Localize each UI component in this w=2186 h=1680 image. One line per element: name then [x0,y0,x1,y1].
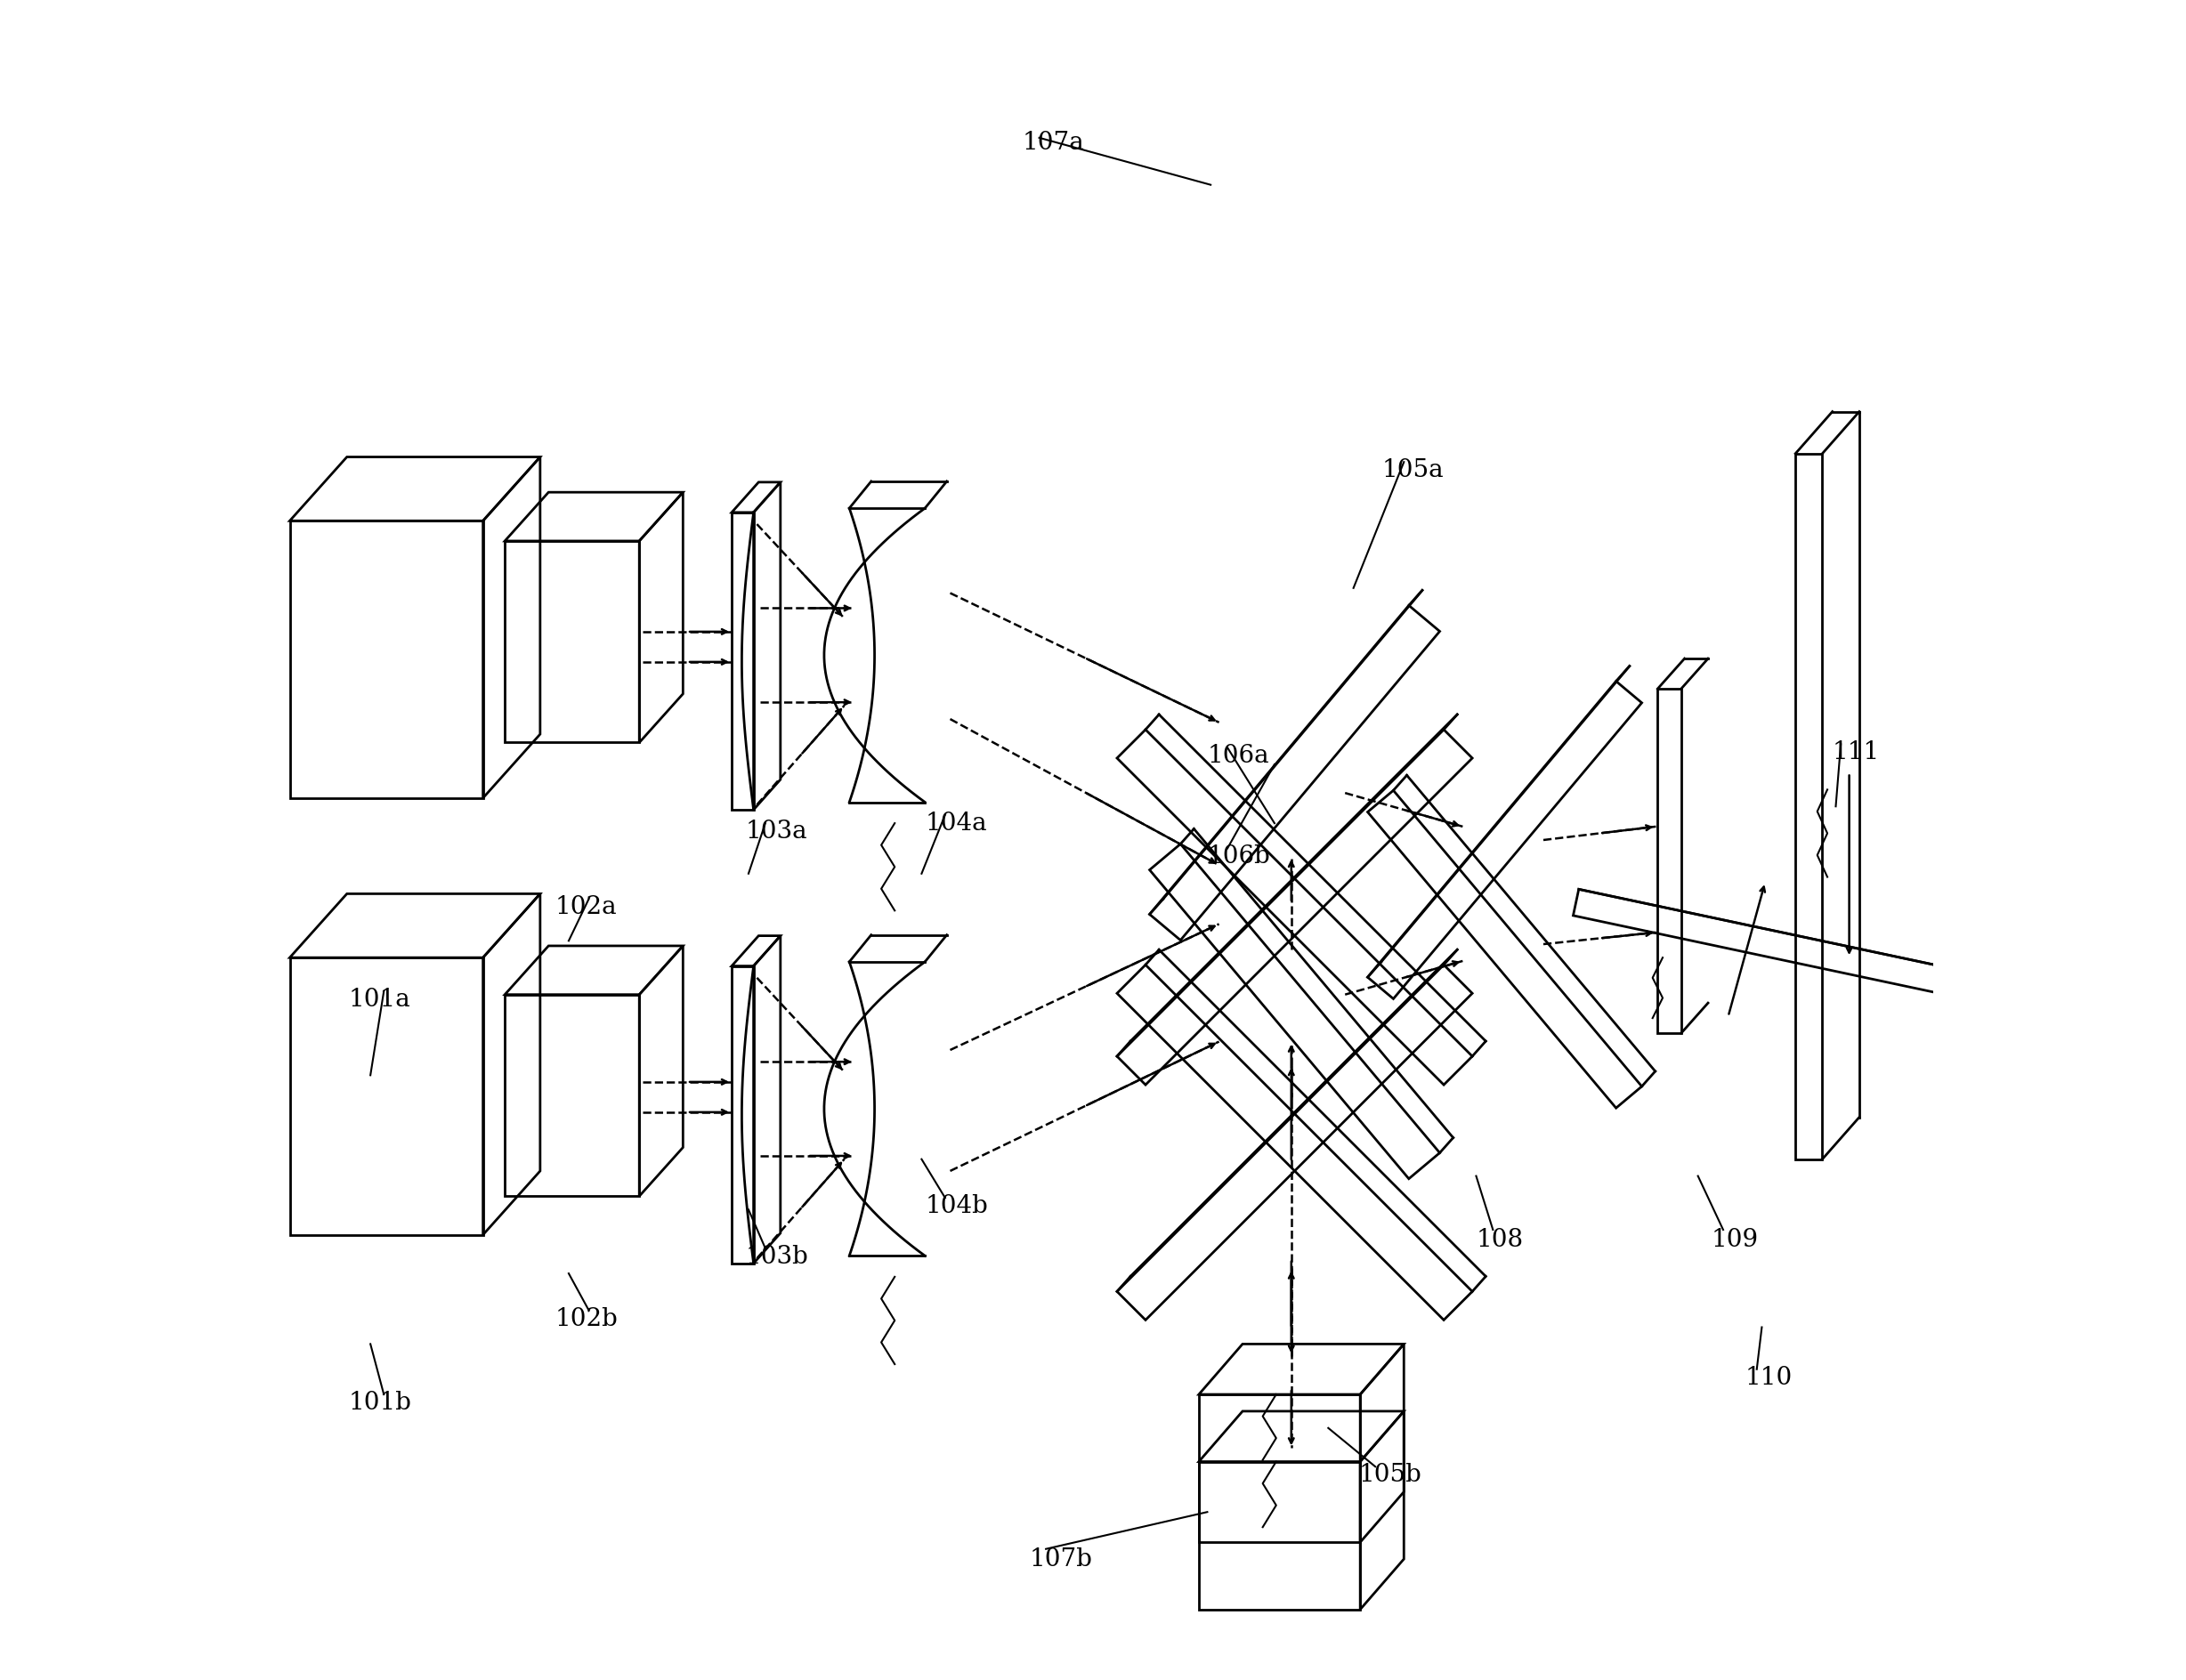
Text: 102b: 102b [555,1307,619,1331]
Text: 101b: 101b [348,1391,411,1415]
Text: 104b: 104b [925,1194,988,1218]
Text: 107a: 107a [1023,131,1084,155]
Text: 111: 111 [1832,741,1880,764]
Text: 102a: 102a [555,895,616,919]
Text: 108: 108 [1476,1228,1524,1252]
Text: 110: 110 [1744,1366,1793,1389]
Text: 105a: 105a [1382,459,1445,482]
Text: 105b: 105b [1358,1463,1421,1487]
Text: 106b: 106b [1207,845,1270,869]
Text: 109: 109 [1712,1228,1760,1252]
Text: 104a: 104a [925,811,986,835]
Text: 101a: 101a [348,988,411,1011]
Text: 103b: 103b [745,1245,809,1268]
Text: 103a: 103a [745,820,807,843]
Text: 106a: 106a [1207,744,1270,768]
Text: 107b: 107b [1030,1547,1093,1571]
